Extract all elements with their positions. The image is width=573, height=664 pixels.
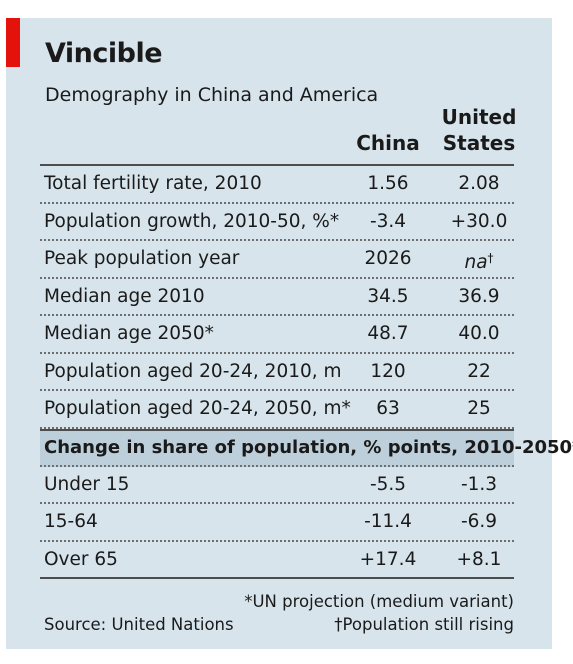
footnote-still-rising: †Population still rising — [334, 615, 514, 634]
us-value: +8.1 — [456, 548, 502, 570]
chart-title: Vincible — [45, 38, 163, 69]
column-header-china: China — [356, 131, 420, 155]
us-value: -6.9 — [460, 511, 498, 532]
china-value: -3.4 — [369, 210, 407, 232]
footnote-un-projection: *UN projection (medium variant) — [244, 592, 514, 611]
china-value: 1.56 — [367, 173, 409, 194]
us-value: 36.9 — [458, 285, 500, 307]
us-value: 40.0 — [458, 323, 500, 344]
table-row: Population aged 20-24, 2010, m 120 22 — [40, 354, 514, 391]
row-label: Population growth, 2010-50, %* — [44, 210, 340, 232]
row-label: Peak population year — [44, 248, 240, 269]
us-value: na† — [432, 241, 526, 277]
china-value: 34.5 — [367, 285, 409, 307]
chart-panel — [6, 18, 552, 649]
table-row: Total fertility rate, 2010 1.56 2.08 — [40, 166, 514, 204]
row-label: Over 65 — [44, 548, 118, 570]
us-value: 22 — [467, 360, 491, 382]
source-note: Source: United Nations — [44, 615, 234, 634]
table-row: Under 15 -5.5 -1.3 — [40, 467, 514, 504]
table-row: Population growth, 2010-50, %* -3.4 +30.… — [40, 204, 514, 241]
chart-subtitle: Demography in China and America — [45, 84, 379, 106]
us-value: 2.08 — [458, 173, 500, 194]
table-row: Median age 2010 34.5 36.9 — [40, 279, 514, 316]
column-header-us-line2: States — [442, 131, 516, 155]
table-row: Over 65 +17.4 +8.1 — [40, 542, 514, 578]
section-header: Change in share of population, % points,… — [40, 430, 573, 467]
row-label: Median age 2010 — [44, 285, 205, 307]
row-label: Median age 2050* — [44, 323, 214, 344]
row-label: Population aged 20-24, 2010, m — [44, 360, 342, 382]
dagger-mark: † — [487, 251, 494, 265]
china-value: 2026 — [364, 248, 412, 269]
data-table: Total fertility rate, 2010 1.56 2.08 Pop… — [40, 164, 573, 579]
us-value: -1.3 — [460, 473, 498, 495]
china-value: -5.5 — [369, 473, 407, 495]
section-rule — [40, 428, 514, 431]
row-label: Population aged 20-24, 2050, m* — [44, 398, 351, 419]
na-text: na — [464, 252, 488, 273]
header-rule — [40, 164, 514, 166]
us-value: 25 — [467, 398, 491, 419]
footer-rule — [40, 577, 514, 579]
china-value: -11.4 — [364, 511, 412, 532]
china-value: 48.7 — [367, 323, 409, 344]
us-value: +30.0 — [450, 210, 508, 232]
china-value: +17.4 — [359, 548, 417, 570]
table-row: Median age 2050* 48.7 40.0 — [40, 316, 514, 354]
accent-bar — [6, 18, 20, 67]
table-row: Population aged 20-24, 2050, m* 63 25 — [40, 391, 514, 429]
china-value: 120 — [370, 360, 406, 382]
row-label: 15-64 — [44, 511, 98, 532]
section-header-label: Change in share of population, % points,… — [44, 436, 573, 458]
column-header-united-states: United States — [432, 104, 526, 156]
table-row: Peak population year 2026 na† — [40, 241, 514, 279]
china-value: 63 — [376, 398, 400, 419]
row-label: Under 15 — [44, 473, 130, 495]
column-header-us-line1: United — [441, 105, 517, 129]
row-label: Total fertility rate, 2010 — [44, 173, 262, 194]
table-row: 15-64 -11.4 -6.9 — [40, 504, 514, 542]
